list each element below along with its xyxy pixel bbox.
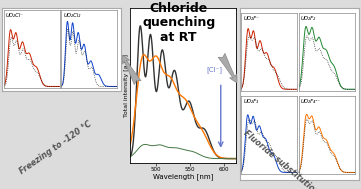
Text: UO₂F₄²⁻: UO₂F₄²⁻	[301, 99, 321, 104]
Text: UO₂F⁻: UO₂F⁻	[243, 15, 259, 21]
Text: [Cl⁻]: [Cl⁻]	[206, 67, 223, 73]
Text: Chloride
quenching
at RT: Chloride quenching at RT	[142, 2, 215, 44]
Text: Freezing to -120 °C: Freezing to -120 °C	[18, 119, 94, 176]
Text: UO₂Cl₂: UO₂Cl₂	[64, 13, 81, 18]
Text: UO₂F₃: UO₂F₃	[243, 99, 258, 104]
Text: UO₂F₂: UO₂F₂	[301, 15, 316, 21]
Y-axis label: Total intensity [a.u.]: Total intensity [a.u.]	[123, 53, 129, 117]
Text: UO₂Cl⁻: UO₂Cl⁻	[6, 13, 24, 18]
Text: Fluoride substitution: Fluoride substitution	[242, 129, 321, 189]
X-axis label: Wavelength [nm]: Wavelength [nm]	[153, 173, 213, 180]
